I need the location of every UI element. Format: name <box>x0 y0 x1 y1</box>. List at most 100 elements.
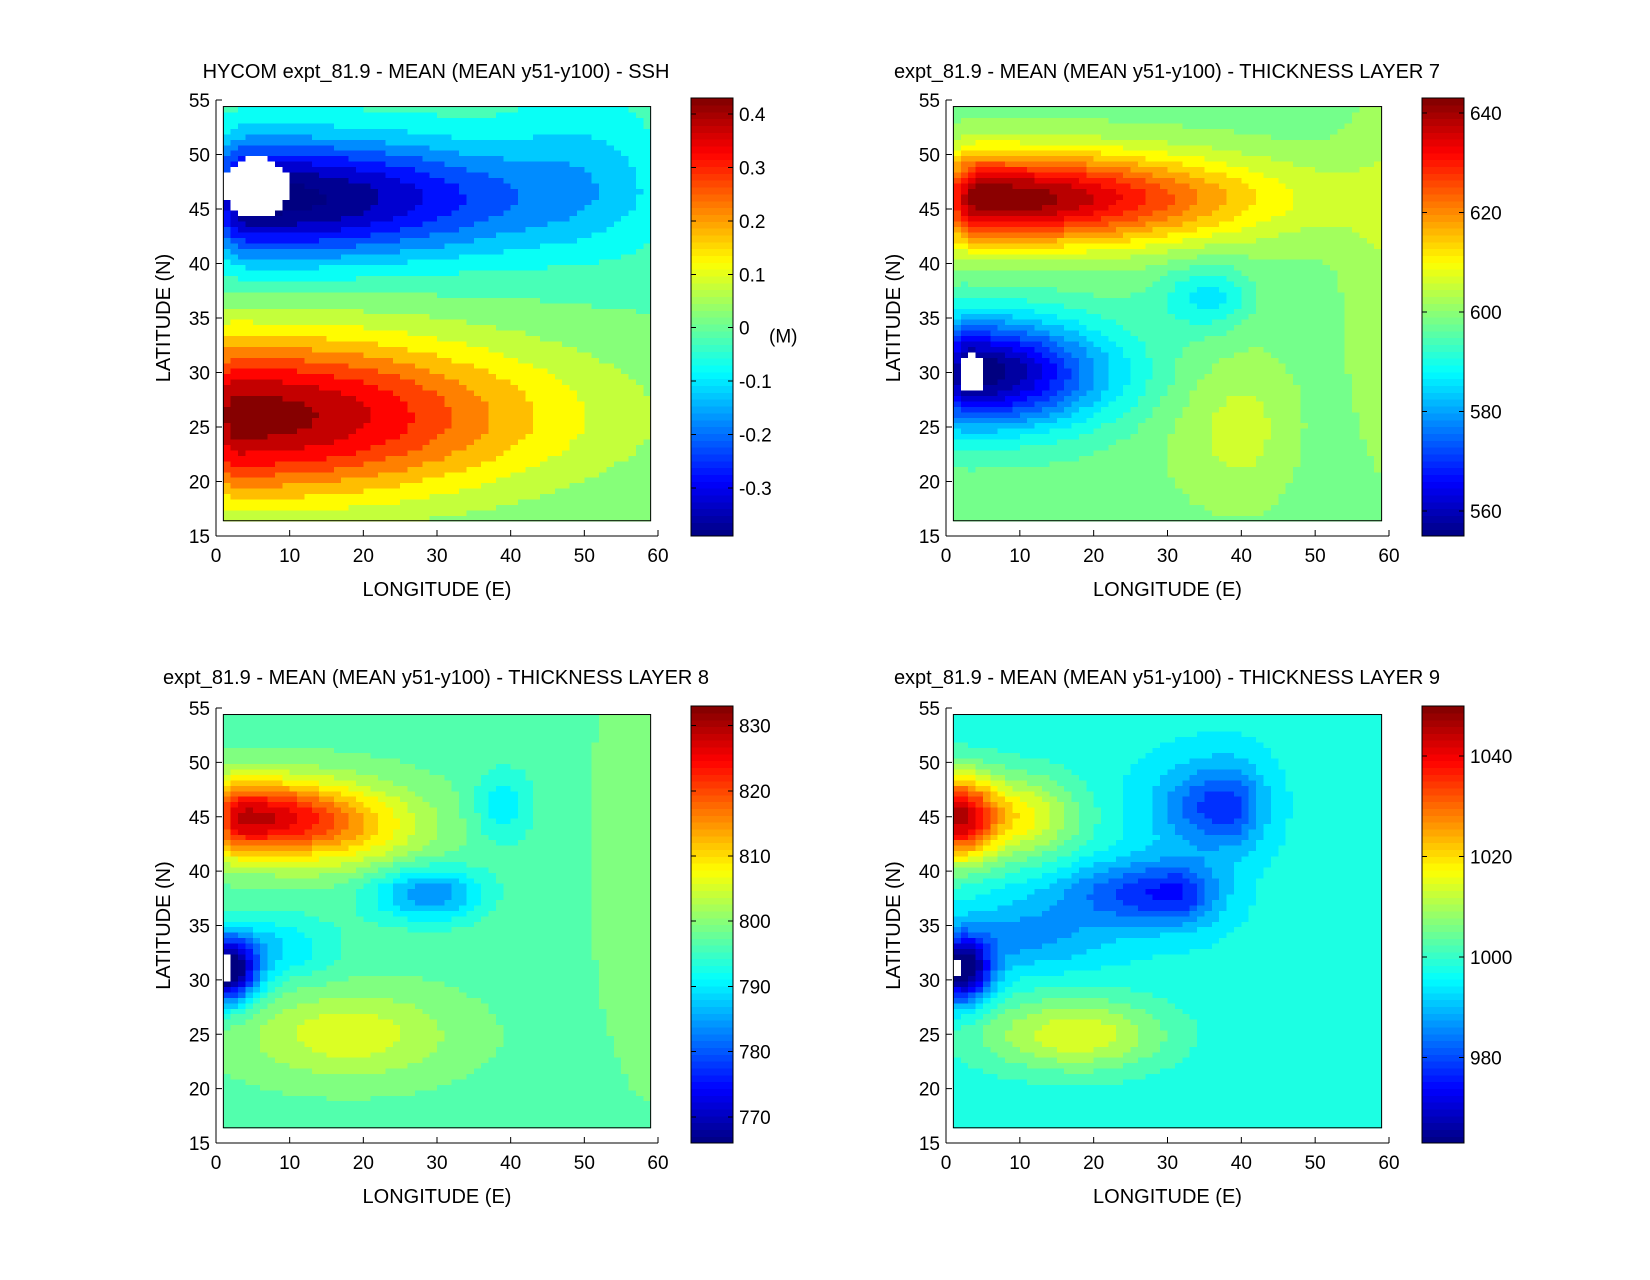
contour-cell <box>253 286 261 292</box>
colorbar-segment <box>691 509 733 516</box>
contour-cell <box>599 510 607 516</box>
contour-cell <box>356 254 364 260</box>
contour-cell <box>297 341 305 347</box>
contour-cell <box>599 259 607 265</box>
contour-cell <box>260 128 268 134</box>
contour-cell <box>275 117 283 123</box>
contour-cell <box>968 450 976 456</box>
contour-cell <box>327 270 335 276</box>
contour-cell <box>356 477 364 483</box>
contour-cell <box>643 401 651 407</box>
contour-cell <box>297 166 305 172</box>
contour-cell <box>334 461 342 467</box>
contour-cell <box>540 259 548 265</box>
contour-cell <box>371 194 379 200</box>
contour-cell <box>334 499 342 505</box>
contour-cell <box>282 330 290 336</box>
contour-cell <box>363 199 371 205</box>
contour-cell <box>983 466 991 472</box>
contour-cell <box>599 374 607 380</box>
contour-cell <box>393 461 401 467</box>
contour-cell <box>489 499 497 505</box>
contour-cell <box>570 499 578 505</box>
contour-cell <box>268 226 276 232</box>
contour-cell <box>378 297 386 303</box>
contour-cell <box>621 292 629 298</box>
contour-cell <box>430 483 438 489</box>
contour-cell <box>415 379 423 385</box>
contour-cell <box>976 243 984 249</box>
contour-cell <box>570 461 578 467</box>
contour-cell <box>636 352 644 358</box>
contour-cell <box>415 510 423 516</box>
contour-cell <box>290 423 298 429</box>
contour-cell <box>584 488 592 494</box>
contour-cell <box>643 499 651 505</box>
contour-cell <box>481 483 489 489</box>
contour-cell <box>334 275 342 281</box>
contour-cell <box>341 308 349 314</box>
contour-cell <box>312 259 320 265</box>
contour-cell <box>319 237 327 243</box>
contour-cell <box>496 401 504 407</box>
contour-cell <box>990 461 998 467</box>
colorbar-segment <box>691 112 733 119</box>
contour-cell <box>231 368 239 374</box>
contour-cell <box>334 281 342 287</box>
contour-cell <box>408 183 416 189</box>
contour-cell <box>444 297 452 303</box>
contour-cell <box>496 188 504 194</box>
contour-cell <box>312 401 320 407</box>
contour-cell <box>223 444 231 450</box>
contour-cell <box>260 188 268 194</box>
contour-cell <box>275 248 283 254</box>
contour-cell <box>481 243 489 249</box>
contour-cell <box>968 368 976 374</box>
contour-cell <box>319 374 327 380</box>
contour-cell <box>356 248 364 254</box>
contour-cell <box>459 325 467 331</box>
contour-cell <box>518 439 526 445</box>
contour-cell <box>983 450 991 456</box>
contour-cell <box>983 417 991 423</box>
contour-cell <box>312 510 320 516</box>
contour-cell <box>474 226 482 232</box>
contour-cell <box>356 401 364 407</box>
contour-cell <box>584 156 592 162</box>
contour-cell <box>961 199 969 205</box>
contour-cell <box>334 434 342 440</box>
contour-cell <box>444 248 452 254</box>
contour-cell <box>327 308 335 314</box>
contour-cell <box>503 504 511 510</box>
contour-cell <box>570 488 578 494</box>
contour-cell <box>489 379 497 385</box>
contour-cell <box>533 374 541 380</box>
contour-cell <box>459 439 467 445</box>
contour-cell <box>503 466 511 472</box>
contour-cell <box>290 335 298 341</box>
contour-cell <box>643 161 651 167</box>
contour-cell <box>393 423 401 429</box>
contour-cell <box>393 117 401 123</box>
contour-cell <box>282 199 290 205</box>
contour-cell <box>304 423 312 429</box>
colorbar-segment <box>691 529 733 536</box>
contour-cell <box>422 325 430 331</box>
contour-cell <box>385 270 393 276</box>
contour-cell <box>592 150 600 156</box>
contour-cell <box>334 423 342 429</box>
contour-cell <box>231 314 239 320</box>
contour-cell <box>555 477 563 483</box>
contour-cell <box>570 117 578 123</box>
contour-cell <box>643 216 651 222</box>
contour-cell <box>976 434 984 440</box>
contour-cell <box>555 107 563 113</box>
contour-cell <box>319 183 327 189</box>
contour-cell <box>400 270 408 276</box>
contour-cell <box>304 444 312 450</box>
contour-cell <box>599 107 607 113</box>
contour-cell <box>503 352 511 358</box>
contour-cell <box>459 450 467 456</box>
contour-cell <box>327 335 335 341</box>
contour-cell <box>400 401 408 407</box>
